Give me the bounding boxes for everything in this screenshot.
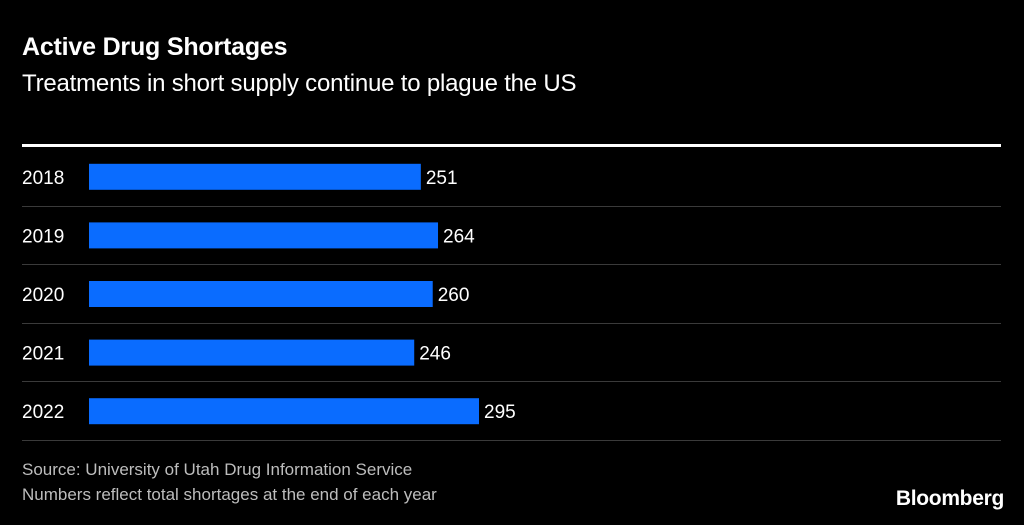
category-label-2022: 2022 bbox=[22, 402, 64, 423]
category-label-2020: 2020 bbox=[22, 285, 64, 306]
value-label-2019: 264 bbox=[443, 226, 475, 247]
bar-2021 bbox=[89, 339, 415, 366]
category-label-2021: 2021 bbox=[22, 344, 64, 365]
bar-2022 bbox=[89, 398, 479, 425]
category-label-2019: 2019 bbox=[22, 226, 64, 247]
category-label-2018: 2018 bbox=[22, 168, 64, 189]
value-label-2021: 246 bbox=[419, 344, 451, 365]
bar-2019 bbox=[89, 222, 439, 249]
value-label-2020: 260 bbox=[438, 285, 470, 306]
chart-title: Active Drug Shortages bbox=[22, 33, 288, 61]
bar-2018 bbox=[89, 163, 421, 190]
value-label-2022: 295 bbox=[484, 402, 516, 423]
footnote: Numbers reflect total shortages at the e… bbox=[22, 485, 437, 504]
top-rule bbox=[22, 144, 1001, 147]
value-label-2018: 251 bbox=[426, 168, 458, 189]
source-note: Source: University of Utah Drug Informat… bbox=[22, 460, 413, 479]
bar-2020 bbox=[89, 281, 433, 307]
bloomberg-logo: Bloomberg bbox=[895, 487, 1004, 510]
chart-subtitle: Treatments in short supply continue to p… bbox=[22, 70, 577, 97]
